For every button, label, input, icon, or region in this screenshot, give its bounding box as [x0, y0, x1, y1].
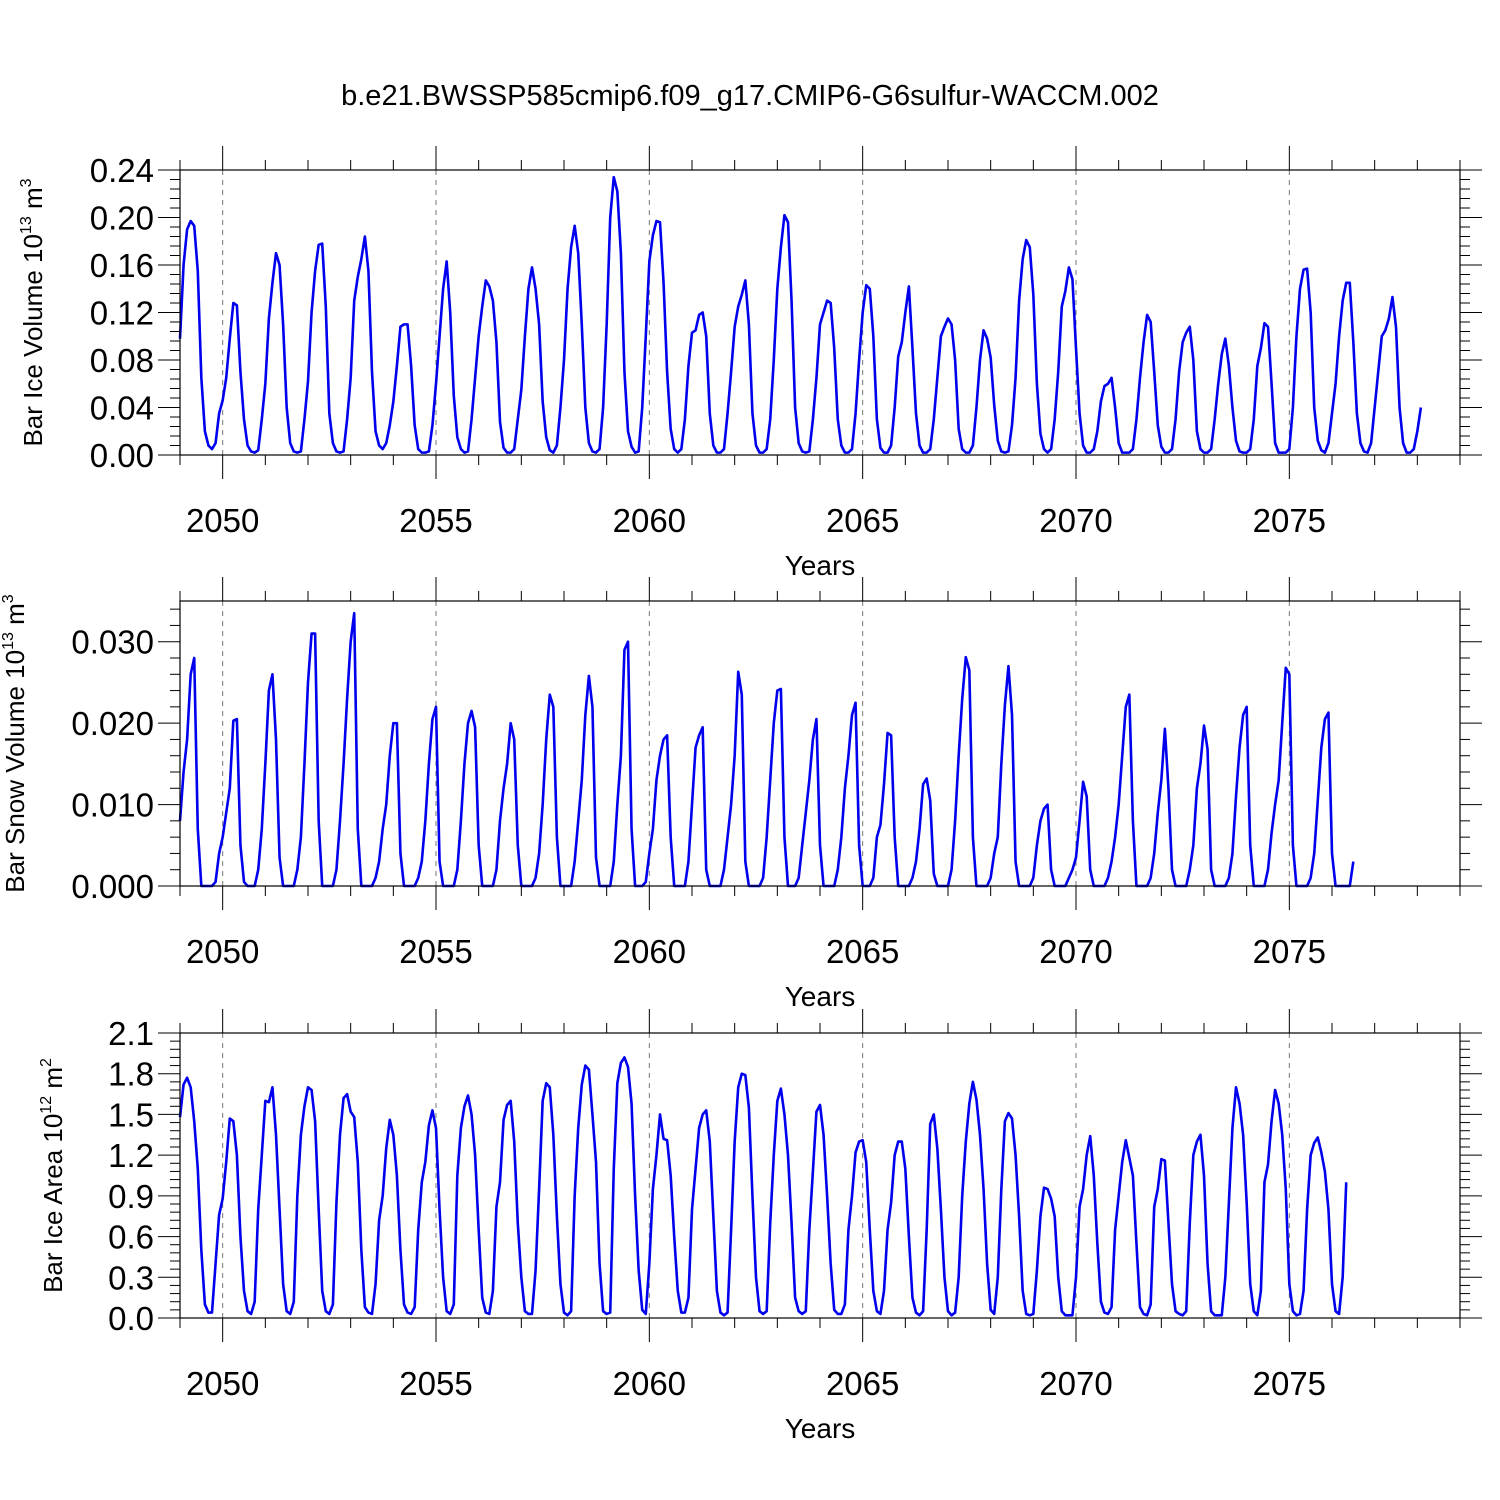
ytick-label: 0.9 — [108, 1178, 154, 1215]
xtick-label: 2065 — [826, 933, 899, 970]
xtick-label: 2060 — [613, 933, 686, 970]
ytick-label: 1.8 — [108, 1056, 154, 1093]
xtick-label: 2070 — [1039, 933, 1112, 970]
ytick-label: 0.000 — [71, 868, 154, 905]
xtick-label: 2065 — [826, 1365, 899, 1402]
ytick-label: 0.010 — [71, 787, 154, 824]
series-line — [178, 611, 1355, 888]
ytick-label: 0.20 — [90, 200, 154, 237]
xtick-label: 2060 — [613, 1365, 686, 1402]
xtick-label: 2050 — [186, 933, 259, 970]
xtick-label: 2070 — [1039, 1365, 1112, 1402]
xtick-label: 2070 — [1039, 502, 1112, 539]
xtick-label: 2055 — [399, 1365, 472, 1402]
y-axis-label: Bar Ice Volume 1013 m3 — [18, 178, 48, 446]
xtick-label: 2050 — [186, 502, 259, 539]
figure-title: b.e21.BWSSP585cmip6.f09_g17.CMIP6-G6sulf… — [341, 80, 1159, 112]
ytick-label: 2.1 — [108, 1015, 154, 1052]
x-axis-label: Years — [785, 1413, 856, 1444]
ytick-label: 1.5 — [108, 1096, 154, 1133]
panel-1: 0.00 0.04 0.08 0.12 0.16 0.20 0.24 2050 2055 2060… — [18, 146, 1482, 581]
ytick-label: 0.030 — [71, 624, 154, 661]
series-line — [178, 1056, 1348, 1317]
ytick-label: 0.00 — [90, 437, 154, 474]
xtick-label: 2075 — [1253, 933, 1326, 970]
ytick-label: 0.6 — [108, 1219, 154, 1256]
xtick-label: 2050 — [186, 1365, 259, 1402]
y-axis-label: Bar Snow Volume 1013 m3 — [0, 594, 30, 893]
xtick-label: 2075 — [1253, 1365, 1326, 1402]
ytick-label: 0.12 — [90, 295, 154, 332]
y-axis-label: Bar Ice Area 1012 m2 — [38, 1058, 68, 1293]
ytick-label: 0.16 — [90, 247, 154, 284]
xtick-label: 2065 — [826, 502, 899, 539]
ytick-label: 0.020 — [71, 705, 154, 742]
series-line — [178, 175, 1423, 454]
ytick-label: 0.08 — [90, 342, 154, 379]
ytick-label: 0.04 — [90, 390, 154, 427]
xtick-label: 2060 — [613, 502, 686, 539]
ytick-label: 0.0 — [108, 1300, 154, 1337]
x-axis-label: Years — [785, 550, 856, 581]
ytick-label: 0.24 — [90, 152, 154, 189]
xtick-label: 2055 — [399, 933, 472, 970]
ytick-label: 1.2 — [108, 1137, 154, 1174]
xtick-label: 2075 — [1253, 502, 1326, 539]
panel-2: 0.000 0.010 0.020 0.030 2050 2055 2060 2065 2070… — [0, 577, 1482, 1012]
panel-3: 0.0 0.30.6 0.9 1.2 1.51.8 2.1 2050 2055 2060 2065… — [38, 1009, 1482, 1444]
ytick-label: 0.3 — [108, 1259, 154, 1296]
xtick-label: 2055 — [399, 502, 472, 539]
x-axis-label: Years — [785, 981, 856, 1012]
